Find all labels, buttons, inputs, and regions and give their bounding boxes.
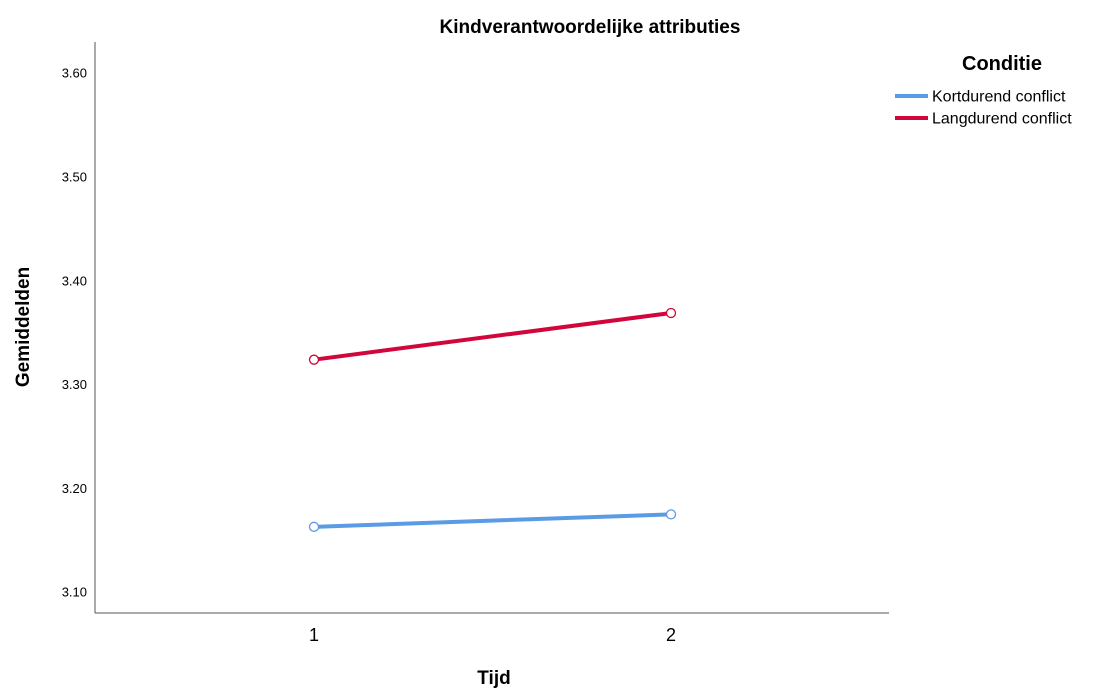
series-line bbox=[312, 512, 673, 529]
legend-label: Kortdurend conflict bbox=[932, 89, 1066, 106]
y-tick-label: 3.30 bbox=[62, 377, 87, 392]
series-group bbox=[308, 307, 677, 532]
y-tick-label: 3.60 bbox=[62, 66, 87, 81]
legend-title: Conditie bbox=[962, 53, 1042, 75]
x-tick-label: 1 bbox=[309, 625, 319, 645]
chart-title: Kindverantwoordelijke attributies bbox=[440, 17, 741, 38]
legend-label: Langdurend conflict bbox=[932, 111, 1072, 128]
series-line bbox=[312, 310, 673, 362]
legend: Conditie Kortdurend conflict Langdurend c… bbox=[895, 53, 1072, 128]
y-ticks: 3.10 3.20 3.30 3.40 3.50 3.60 bbox=[62, 66, 87, 600]
legend-items: Kortdurend conflict Langdurend conflict bbox=[895, 89, 1072, 128]
y-axis-title: Gemiddelden bbox=[13, 267, 34, 387]
data-point bbox=[665, 307, 677, 319]
data-point bbox=[665, 509, 677, 520]
y-tick-label: 3.50 bbox=[62, 169, 87, 184]
data-point bbox=[308, 354, 320, 365]
x-tick-label: 2 bbox=[666, 625, 676, 645]
data-point bbox=[308, 521, 320, 532]
y-tick-label: 3.10 bbox=[62, 585, 87, 600]
y-tick-label: 3.40 bbox=[62, 273, 87, 288]
x-axis-title: Tijd bbox=[477, 668, 510, 689]
y-tick-label: 3.20 bbox=[62, 481, 87, 496]
